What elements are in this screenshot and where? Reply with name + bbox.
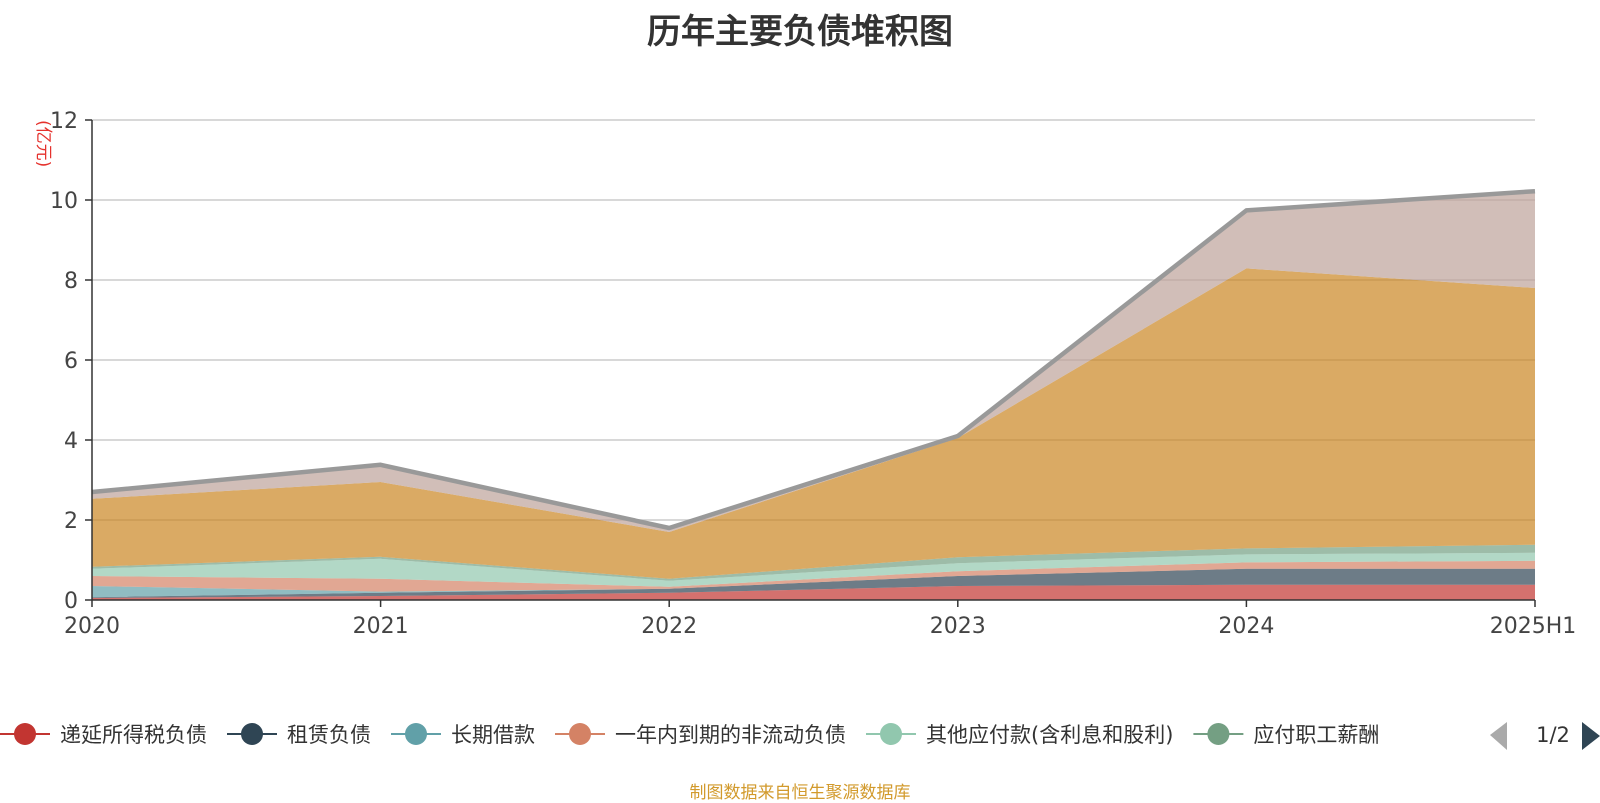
legend: 递延所得税负债 租赁负债 长期借款 一年内到期的非流动负债 其他应付款(含利息和股利) 应… bbox=[0, 722, 1600, 750]
legend-pager: 1/2 bbox=[1490, 722, 1600, 750]
legend-marker-icon bbox=[14, 723, 36, 745]
legend-marker-icon bbox=[405, 723, 427, 745]
legend-item[interactable]: 其他应付款(含利息和股利) bbox=[866, 723, 1173, 747]
legend-label: 递延所得税负债 bbox=[60, 723, 207, 747]
total-line bbox=[91, 188, 1536, 531]
x-tick-label: 2020 bbox=[64, 614, 120, 639]
legend-label: 一年内到期的非流动负债 bbox=[615, 723, 846, 747]
legend-prev-icon[interactable] bbox=[1490, 722, 1507, 750]
area-series-6 bbox=[92, 544, 1535, 581]
legend-item[interactable]: 一年内到期的非流动负债 bbox=[555, 723, 846, 747]
legend-item[interactable]: 递延所得税负债 bbox=[0, 723, 207, 747]
x-tick-label: 2021 bbox=[353, 614, 409, 639]
y-tick-label: 8 bbox=[64, 269, 78, 294]
y-tick-label: 0 bbox=[64, 589, 78, 614]
legend-label: 其他应付款(含利息和股利) bbox=[926, 723, 1173, 747]
x-tick-label: 2024 bbox=[1218, 614, 1274, 639]
y-tick-label: 6 bbox=[64, 349, 78, 374]
area-series-3 bbox=[92, 568, 1535, 598]
legend-items: 递延所得税负债 租赁负债 长期借款 一年内到期的非流动负债 其他应付款(含利息和股利) 应… bbox=[0, 723, 1379, 747]
y-tick-label: 4 bbox=[64, 429, 78, 454]
area-series-8 bbox=[92, 191, 1535, 532]
legend-marker-icon bbox=[1207, 723, 1230, 745]
x-tick-label: 2025H1 bbox=[1490, 614, 1577, 639]
area-series-2 bbox=[92, 568, 1535, 598]
legend-next-icon[interactable] bbox=[1582, 722, 1600, 750]
legend-item[interactable]: 长期借款 bbox=[391, 723, 535, 747]
x-tick-label: 2022 bbox=[641, 614, 697, 639]
legend-label: 长期借款 bbox=[451, 723, 535, 747]
area-series-5 bbox=[92, 552, 1535, 587]
axis-layer: 0 2 4 6 8 10 12 2020 2021 2022 2023 2024 2025H1 bbox=[50, 109, 1576, 639]
chart-title: 历年主要负债堆积图 bbox=[647, 12, 953, 52]
y-tick-label: 10 bbox=[50, 189, 78, 214]
y-tick-label: 12 bbox=[50, 109, 78, 134]
area-series-4 bbox=[92, 560, 1535, 592]
x-tick-label: 2023 bbox=[930, 614, 986, 639]
legend-marker-icon bbox=[880, 723, 902, 745]
area-layer bbox=[91, 188, 1536, 600]
legend-page-indicator: 1/2 bbox=[1536, 723, 1570, 747]
legend-marker-icon bbox=[569, 723, 591, 745]
area-series-7 bbox=[92, 268, 1535, 579]
legend-label: 租赁负债 bbox=[287, 723, 371, 747]
legend-label: 应付职工薪酬 bbox=[1253, 723, 1379, 747]
area-series-1 bbox=[92, 584, 1535, 600]
legend-item[interactable]: 应付职工薪酬 bbox=[1193, 723, 1379, 747]
data-source-note: 制图数据来自恒生聚源数据库 bbox=[689, 783, 911, 803]
y-axis-unit-label: (亿元) bbox=[33, 120, 53, 167]
legend-marker-icon bbox=[241, 723, 263, 745]
legend-item[interactable]: 租赁负债 bbox=[227, 723, 371, 747]
y-tick-label: 2 bbox=[64, 509, 78, 534]
